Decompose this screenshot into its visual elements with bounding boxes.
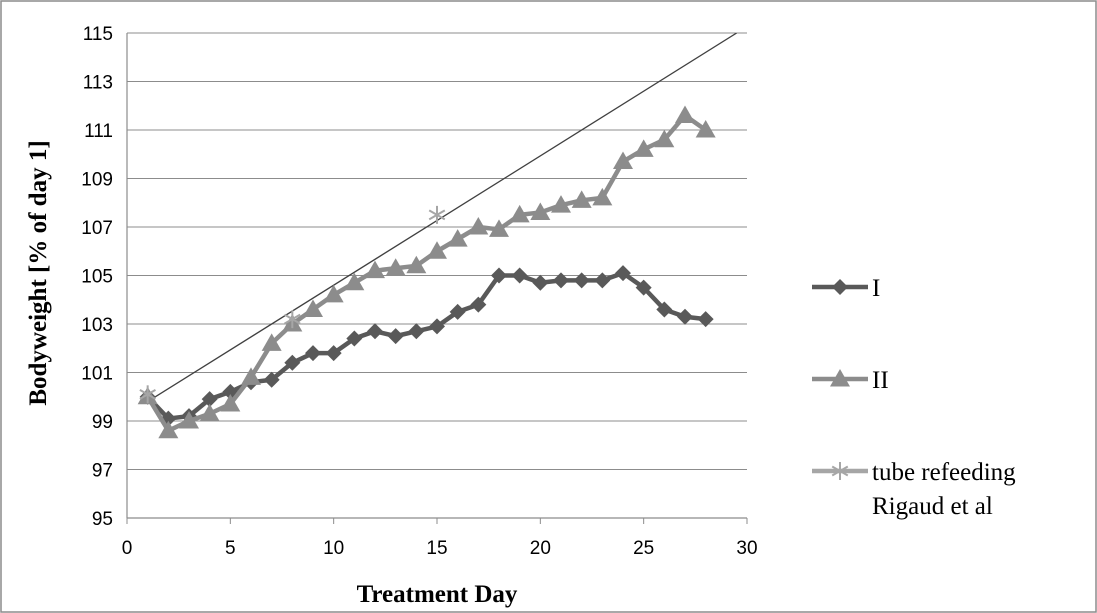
y-tick-label: 99 bbox=[92, 412, 113, 433]
series-2-point bbox=[468, 217, 489, 235]
y-tick-label: 101 bbox=[81, 364, 113, 385]
y-tick-label: 115 bbox=[83, 24, 113, 45]
axes: 95 97 99 101 103 105 107 109 111 113 115 0 5 10 15 20 25… bbox=[81, 24, 757, 559]
series-1-point bbox=[346, 330, 363, 347]
series-3-point-stroke bbox=[284, 313, 301, 325]
series-1-point bbox=[367, 323, 383, 340]
legend-marker bbox=[831, 462, 849, 480]
series-2-point bbox=[447, 229, 468, 247]
series-2-point bbox=[509, 204, 530, 223]
series-1-point bbox=[284, 354, 301, 371]
x-tick-label: 25 bbox=[633, 538, 654, 559]
series-2-point bbox=[530, 202, 551, 220]
x-tick-label: 5 bbox=[225, 538, 236, 559]
series-2-point bbox=[695, 120, 716, 138]
legend-entry: II bbox=[812, 367, 889, 394]
x-tick-label: 20 bbox=[530, 538, 551, 559]
y-tick-label: 107 bbox=[81, 218, 113, 239]
series-1-point bbox=[615, 265, 631, 282]
series-1-point bbox=[635, 279, 652, 296]
series-1-point bbox=[263, 371, 280, 388]
series-2-point bbox=[344, 272, 365, 291]
series-1-point bbox=[429, 318, 445, 335]
grid-lines bbox=[127, 32, 747, 470]
x-tick-label: 15 bbox=[426, 538, 447, 559]
series-3-point-stroke bbox=[139, 388, 156, 400]
series-2-point bbox=[613, 151, 633, 170]
y-tick-label: 109 bbox=[81, 170, 113, 191]
y-tick-label: 95 bbox=[92, 509, 113, 530]
series-1-point bbox=[491, 267, 507, 284]
series-2-point bbox=[654, 129, 675, 148]
series-2-point bbox=[406, 255, 427, 274]
series-layer bbox=[137, 105, 716, 439]
series-2-point bbox=[489, 219, 509, 237]
series-2-point bbox=[261, 333, 282, 351]
legend-marker-stroke bbox=[831, 465, 849, 477]
series-2-point bbox=[179, 411, 199, 429]
legend-label: II bbox=[872, 367, 889, 394]
x-tick-label: 30 bbox=[736, 538, 757, 559]
series-1-point bbox=[511, 267, 528, 284]
y-tick-label: 113 bbox=[83, 73, 113, 94]
series-2-point bbox=[199, 403, 220, 422]
x-tick-label: 0 bbox=[122, 538, 133, 559]
y-tick-label: 97 bbox=[92, 461, 113, 482]
series-1-point bbox=[532, 274, 549, 291]
series-1-point bbox=[449, 303, 466, 320]
series-2-point bbox=[551, 195, 571, 213]
series-2-point bbox=[571, 190, 592, 208]
series-1-point bbox=[573, 272, 590, 289]
legend-entry: tube refeeding Rigaud et al bbox=[812, 459, 1016, 520]
series-1-point bbox=[305, 345, 321, 362]
y-tick-label: 111 bbox=[84, 121, 113, 142]
series-1-point bbox=[408, 323, 425, 340]
series-2-line bbox=[145, 113, 707, 433]
series-2-point bbox=[385, 258, 406, 276]
series-1-point bbox=[387, 328, 404, 345]
series-2-point bbox=[303, 299, 323, 317]
series-3 bbox=[139, 205, 446, 404]
series-2-point bbox=[158, 420, 179, 439]
x-axis-title: Treatment Day bbox=[357, 581, 518, 608]
y-tick-label: 103 bbox=[81, 315, 113, 336]
series-2-point bbox=[220, 394, 241, 412]
series-2-point bbox=[323, 284, 344, 303]
series-2-point bbox=[633, 139, 654, 157]
x-tick-label: 10 bbox=[323, 538, 344, 559]
series-3-point bbox=[284, 310, 301, 329]
legend-label: tube refeeding Rigaud et al bbox=[872, 459, 1016, 520]
series-1-point bbox=[470, 296, 487, 313]
series-1-point bbox=[697, 311, 714, 328]
y-axis-title: Bodyweight [% of day 1] bbox=[25, 140, 52, 405]
series-1-point bbox=[594, 272, 611, 289]
series-1-point bbox=[553, 272, 569, 289]
series-2-point bbox=[592, 187, 613, 206]
series-1-point bbox=[656, 301, 673, 318]
series-1-point bbox=[201, 391, 218, 408]
series-2-point bbox=[365, 260, 385, 279]
series-1-point bbox=[677, 308, 693, 325]
series-3-point bbox=[139, 385, 156, 404]
series-2-point bbox=[675, 105, 695, 123]
y-tick-label: 105 bbox=[81, 267, 113, 288]
series-3-point bbox=[428, 205, 446, 224]
series-3-point-stroke bbox=[428, 209, 446, 221]
legend-marker bbox=[830, 369, 850, 387]
series-2-point bbox=[241, 367, 261, 385]
legend-entry: I bbox=[812, 275, 880, 302]
legend-marker bbox=[832, 279, 848, 295]
series-1-point bbox=[325, 345, 342, 362]
legend-label: I bbox=[872, 275, 880, 302]
series-2-point bbox=[427, 241, 447, 259]
